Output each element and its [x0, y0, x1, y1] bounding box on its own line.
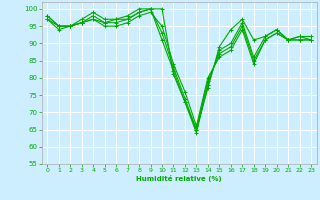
X-axis label: Humidité relative (%): Humidité relative (%) — [136, 175, 222, 182]
